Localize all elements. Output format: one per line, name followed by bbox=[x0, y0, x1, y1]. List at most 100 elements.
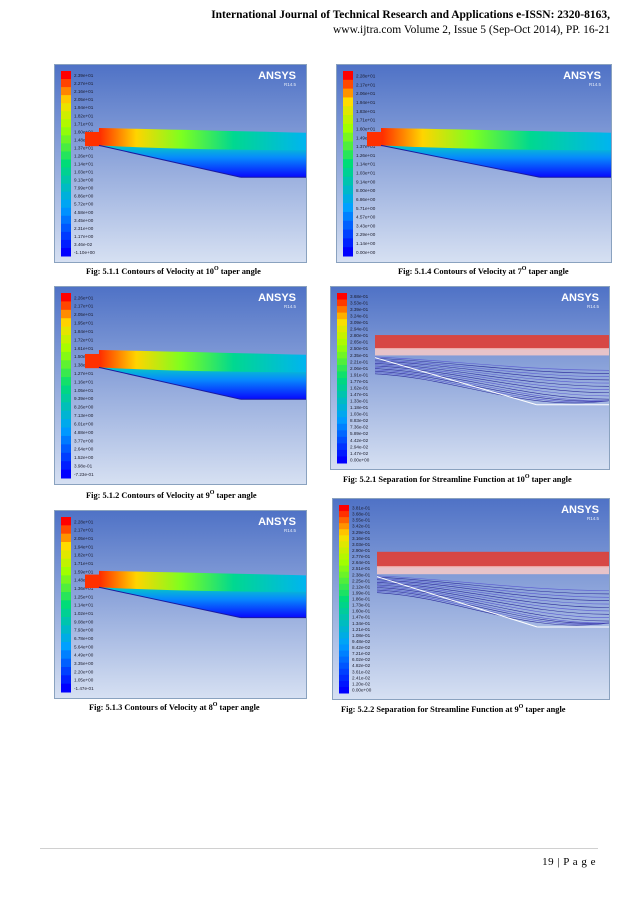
legend-swatch bbox=[343, 167, 353, 178]
legend-swatch bbox=[61, 658, 71, 668]
ansys-logo-text: ANSYS bbox=[258, 70, 296, 82]
legend-swatch bbox=[61, 301, 71, 311]
diffuser-flow-region bbox=[99, 144, 306, 178]
legend-swatch bbox=[339, 565, 349, 573]
legend-swatch bbox=[61, 318, 71, 328]
journal-title-line: International Journal of Technical Resea… bbox=[211, 9, 610, 21]
legend-swatch bbox=[339, 620, 349, 627]
legend-swatch bbox=[61, 625, 71, 635]
legend-swatch bbox=[339, 656, 349, 664]
legend-swatch bbox=[61, 183, 71, 193]
legend-tick-label: 1.82e+01 bbox=[74, 553, 94, 558]
caption-superscript: O bbox=[521, 266, 527, 272]
legend-swatch bbox=[61, 175, 71, 185]
legend-tick-label: 3.55e-01 bbox=[352, 518, 371, 523]
legend-tick-label: 1.94e+01 bbox=[74, 105, 94, 110]
contour-plot: 2.28e+01 2.17e+01 2.05e+01 1.94e+01 1.82e+01… bbox=[55, 511, 306, 698]
legend-swatch bbox=[343, 88, 353, 98]
streamline bbox=[374, 369, 609, 402]
legend-swatch bbox=[343, 97, 353, 107]
legend-swatch bbox=[61, 309, 71, 319]
jet-core-region bbox=[381, 128, 611, 151]
legend-tick-label: 1.17e+00 bbox=[74, 234, 94, 239]
legend-swatch bbox=[337, 371, 347, 379]
legend-swatch bbox=[61, 111, 71, 120]
legend-tick-label: 1.71e+01 bbox=[356, 118, 376, 123]
legend-tick-label: 2.50e-01 bbox=[350, 346, 369, 351]
caption-5-2-2: Fig: 5.2.2 Separation for Streamline Fun… bbox=[341, 704, 566, 714]
legend-swatch bbox=[339, 517, 349, 524]
figure-5-2-1: 3.68e-01 3.53e-01 3.39e-01 3.24e-01 3.09e-01… bbox=[330, 286, 610, 470]
legend-tick-label: 2.90e-01 bbox=[352, 548, 371, 553]
legend-tick-label: 1.50e+01 bbox=[74, 354, 94, 359]
inlet-region bbox=[85, 131, 101, 147]
legend-tick-label: 2.12e-01 bbox=[352, 584, 371, 589]
legend-swatch bbox=[61, 87, 71, 96]
legend-tick-label: 7.13e+00 bbox=[74, 413, 94, 418]
legend-swatch bbox=[61, 533, 71, 543]
legend-tick-label: 2.39e+01 bbox=[74, 73, 94, 78]
legend-tick-label: 1.14e+01 bbox=[74, 603, 94, 608]
caption-superscript: O bbox=[212, 702, 218, 708]
journal-header: International Journal of Technical Resea… bbox=[211, 8, 610, 38]
legend-swatch bbox=[61, 223, 71, 233]
legend-tick-label: 4.88e+00 bbox=[74, 430, 94, 435]
legend-tick-label: 1.59e+01 bbox=[74, 569, 94, 574]
legend-tick-label: 6.01e+00 bbox=[74, 421, 94, 426]
legend-swatch bbox=[61, 600, 71, 610]
legend-tick-label: 1.84e+01 bbox=[74, 329, 94, 334]
legend-tick-label: 2.21e-01 bbox=[350, 359, 369, 364]
legend-swatch bbox=[61, 207, 71, 217]
legend-swatch bbox=[61, 215, 71, 225]
footer-divider bbox=[40, 848, 598, 849]
legend-swatch bbox=[337, 404, 347, 412]
legend-tick-label: 2.05e+01 bbox=[74, 312, 94, 317]
legend-swatch bbox=[61, 558, 71, 568]
legend-swatch bbox=[61, 95, 71, 104]
legend-swatch bbox=[337, 312, 347, 320]
legend-tick-label: 3.98e-01 bbox=[74, 463, 93, 468]
legend-tick-label: 2.20e+00 bbox=[74, 669, 94, 674]
legend-swatch bbox=[61, 326, 71, 336]
legend-tick-label: 1.14e+00 bbox=[356, 241, 376, 246]
plot-background bbox=[333, 499, 609, 699]
legend-swatch bbox=[339, 589, 349, 597]
legend-tick-label: 2.05e+01 bbox=[74, 536, 94, 541]
legend-swatch bbox=[337, 384, 347, 392]
legend-tick-label: 1.71e+01 bbox=[74, 561, 94, 566]
ansys-logo-text: ANSYS bbox=[561, 504, 599, 516]
legend-swatch bbox=[61, 642, 71, 651]
legend-swatch bbox=[343, 203, 353, 213]
legend-swatch bbox=[339, 626, 349, 633]
legend-tick-label: 1.25e+01 bbox=[74, 594, 94, 599]
legend-swatch bbox=[337, 319, 347, 327]
legend-swatch bbox=[343, 71, 353, 81]
ansys-logo-text: ANSYS bbox=[258, 516, 296, 528]
legend-swatch bbox=[343, 247, 353, 257]
contour-plot: 2.39e+01 2.27e+01 2.16e+01 2.05e+01 1.94e+01… bbox=[55, 65, 306, 262]
shear-layer-band bbox=[377, 566, 609, 575]
streamline bbox=[376, 580, 609, 605]
legend-swatch bbox=[343, 123, 353, 134]
legend-swatch bbox=[61, 675, 71, 685]
legend-swatch bbox=[61, 402, 71, 412]
legend-swatch bbox=[339, 535, 349, 542]
legend-tick-label: 5.72e+00 bbox=[74, 202, 94, 207]
legend-tick-label: 9.48e-02 bbox=[352, 639, 371, 644]
legend-swatch bbox=[339, 680, 349, 688]
legend-tick-label: 1.94e+01 bbox=[356, 100, 376, 105]
legend-tick-label: 3.09e-01 bbox=[350, 320, 369, 325]
legend-tick-label: 3.68e-01 bbox=[350, 294, 369, 299]
jet-core-region bbox=[99, 570, 306, 592]
legend-swatch bbox=[343, 229, 353, 239]
caption-superscript: O bbox=[213, 266, 219, 272]
legend-swatch bbox=[61, 683, 71, 693]
legend-swatch bbox=[61, 377, 71, 386]
legend-swatch bbox=[339, 571, 349, 579]
plot-background bbox=[331, 287, 609, 469]
legend-tick-label: 2.27e+01 bbox=[74, 81, 94, 86]
legend-tick-label: 1.26e+01 bbox=[74, 153, 94, 158]
caption-text-end: taper angle bbox=[523, 704, 566, 714]
legend-tick-label: -7.23e-01 bbox=[74, 472, 94, 477]
legend-tick-label: 2.94e-01 bbox=[350, 327, 369, 332]
